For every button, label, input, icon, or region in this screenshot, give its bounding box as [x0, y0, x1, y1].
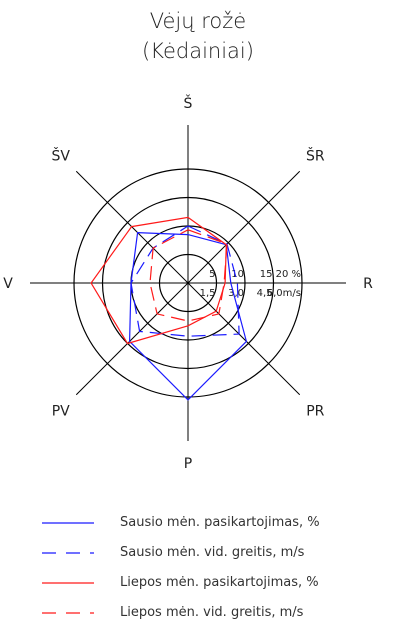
direction-label: ŠV	[51, 147, 70, 165]
series-3-polygon	[90, 216, 227, 345]
direction-label: V	[3, 276, 13, 292]
wind-rose-chart: Š ŠR R PR P PV V ŠV 5 10 15 20 % 1,5 3,0 4,56,0m/s	[3, 94, 373, 472]
ring-label-speed: 1,5	[200, 288, 216, 299]
ring-label-speed: 4,5	[257, 288, 273, 299]
legend-item: Sausio mėn. vid. greitis, m/s	[40, 543, 380, 563]
legend-label: Liepos mėn. vid. greitis, m/s	[120, 605, 304, 620]
series-1-polygon	[128, 231, 248, 401]
legend-line-swatch	[42, 552, 94, 554]
legend-line-swatch	[42, 582, 94, 584]
legend-label: Sausio mėn. vid. greitis, m/s	[120, 545, 305, 560]
legend-item: Liepos mėn. pasikartojimas, %	[40, 573, 380, 593]
legend-line-swatch	[42, 612, 94, 614]
legend-line-swatch	[42, 522, 94, 524]
direction-label: Š	[184, 94, 193, 112]
chart-subtitle: (Kėdainiai)	[142, 39, 254, 63]
legend-label: Liepos mėn. pasikartojimas, %	[120, 575, 319, 590]
direction-label: P	[184, 456, 192, 472]
direction-label: PV	[52, 403, 70, 419]
direction-label: ŠR	[306, 147, 325, 165]
ring-label-speed: 6,0m/s	[267, 288, 301, 299]
legend-item: Liepos mėn. vid. greitis, m/s	[40, 603, 380, 623]
ring-label-percent: 5	[209, 269, 215, 280]
chart-title: Vėjų rožė	[149, 9, 247, 33]
axis-line	[187, 282, 301, 396]
direction-label: R	[363, 276, 373, 292]
ring-label-percent: 10	[231, 269, 244, 280]
ring-label-speed: 3,0	[228, 288, 244, 299]
legend-label: Sausio mėn. pasikartojimas, %	[120, 515, 320, 530]
ring-label-percent: 20 %	[276, 269, 301, 280]
legend-item: Sausio mėn. pasikartojimas, %	[40, 513, 380, 533]
ring-label-percent: 15	[260, 269, 273, 280]
axis-line	[75, 282, 189, 396]
axis-line	[75, 170, 189, 284]
direction-label: PR	[306, 403, 324, 419]
series-4-polygon	[149, 229, 228, 322]
axis-line	[187, 170, 301, 284]
